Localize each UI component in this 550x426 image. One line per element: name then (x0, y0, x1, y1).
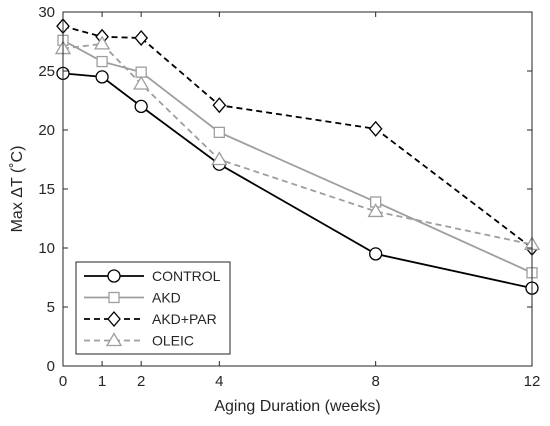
data-point-oleic (367, 203, 384, 218)
data-point-akd-par (212, 97, 227, 114)
series-line-akd (62, 39, 533, 274)
legend-label-oleic: OLEIC (152, 333, 194, 349)
x-tick-label: 2 (137, 373, 145, 390)
data-point-akd (135, 66, 147, 78)
legend-marker-oleic (105, 332, 123, 347)
legend-marker-akd-par (107, 311, 121, 327)
legend-label-akd-par: AKD+PAR (152, 311, 217, 327)
x-tick-label: 4 (215, 373, 223, 390)
y-tick-label: 30 (38, 4, 55, 21)
series-line-control (62, 72, 533, 289)
y-tick-label: 15 (38, 181, 55, 198)
legend-box (75, 261, 231, 355)
data-point-akd (213, 126, 225, 139)
data-point-control (369, 247, 383, 261)
x-tick-label: 1 (98, 373, 106, 390)
data-point-akd-par (368, 120, 383, 137)
y-axis-label: Max ΔT (˚C) (9, 146, 26, 233)
data-point-control (95, 70, 109, 84)
series-akd-par (56, 18, 539, 256)
y-tick-label: 25 (38, 63, 55, 80)
y-tick-label: 20 (38, 122, 55, 139)
series-layer (54, 18, 541, 295)
data-point-akd (96, 55, 108, 68)
y-tick-label: 0 (47, 358, 55, 375)
data-point-control (134, 99, 148, 114)
data-point-oleic (93, 35, 111, 50)
x-tick-label: 12 (524, 373, 541, 390)
x-tick-label: 8 (371, 373, 379, 390)
data-point-oleic (211, 151, 228, 166)
legend-label-control: CONTROL (152, 268, 221, 284)
x-axis-label: Aging Duration (weeks) (214, 398, 380, 415)
x-tick-label: 0 (59, 373, 67, 390)
series-akd (57, 34, 538, 279)
series-line-akd-par (62, 25, 533, 249)
data-point-oleic (133, 75, 150, 90)
y-tick-label: 10 (38, 240, 55, 257)
y-tick-label: 5 (47, 299, 55, 316)
data-point-akd-par (134, 29, 149, 46)
series-line-oleic (62, 42, 533, 246)
legend-marker-akd (108, 291, 120, 304)
legend-marker-control (107, 269, 121, 283)
legend-label-akd: AKD (152, 290, 181, 306)
legend: CONTROL AKD AKD+PAR OLEIC (75, 261, 231, 355)
series-control (56, 66, 539, 295)
